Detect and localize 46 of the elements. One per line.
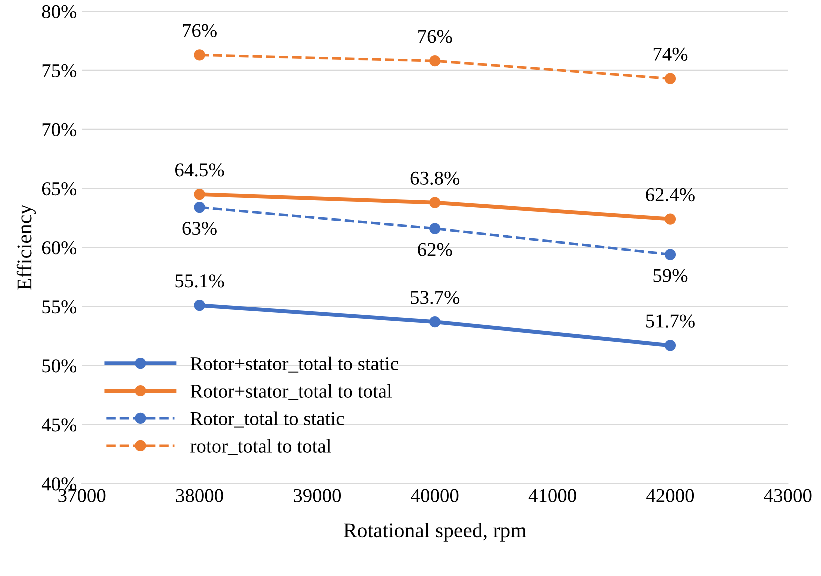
x-tick-label: 41000: [528, 489, 576, 502]
data-label: 64.5%: [176, 164, 224, 177]
y-tick-label: 40%: [42, 478, 77, 491]
point: [194, 50, 206, 61]
point: [430, 197, 441, 208]
data-label: 63.8%: [410, 172, 460, 186]
y-tick-label: 65%: [42, 182, 77, 196]
legend-label: Rotor+stator_total to static: [190, 356, 398, 373]
data-label: 51.7%: [646, 314, 695, 328]
point: [664, 340, 676, 352]
data-label: 59%: [654, 269, 688, 282]
data-label: 55.1%: [176, 274, 224, 288]
point: [430, 316, 441, 328]
y-axis-title: Efficiency: [16, 204, 36, 290]
y-tick-label: 45%: [42, 418, 77, 432]
x-tick-label: 42000: [646, 489, 694, 502]
point: [194, 300, 206, 312]
point: [664, 73, 676, 84]
y-tick-label: 80%: [42, 5, 77, 19]
legend-label: rotor_total to total: [190, 439, 332, 456]
data-label: 63%: [182, 222, 217, 236]
legend-label: Rotor_total to static: [190, 412, 344, 428]
y-tick-label: 55%: [42, 300, 77, 314]
point: [664, 214, 676, 225]
point: [430, 223, 441, 234]
point: [430, 56, 441, 67]
y-tick-label: 60%: [42, 241, 77, 255]
x-tick-label: 40000: [411, 489, 459, 502]
y-tick-label: 50%: [42, 360, 77, 373]
data-label: 76%: [418, 30, 452, 44]
data-label: 62.4%: [646, 188, 695, 202]
data-label: 74%: [654, 48, 688, 62]
point: [194, 202, 206, 214]
x-tick-label: 43000: [764, 489, 812, 502]
data-label: 76%: [183, 24, 217, 38]
x-tick-label: 38000: [176, 489, 224, 502]
x-axis-title: Rotational speed, rpm: [344, 523, 527, 542]
x-tick-label: 37000: [58, 489, 106, 502]
point: [194, 188, 206, 200]
x-tick-label: 39000: [294, 489, 342, 502]
point: [664, 249, 676, 260]
data-label: 62%: [418, 243, 452, 256]
legend-label: Rotor+stator_total to total: [190, 384, 392, 400]
y-tick-label: 75%: [42, 64, 77, 78]
data-label: 53.7%: [411, 291, 460, 304]
y-tick-label: 70%: [42, 123, 77, 137]
